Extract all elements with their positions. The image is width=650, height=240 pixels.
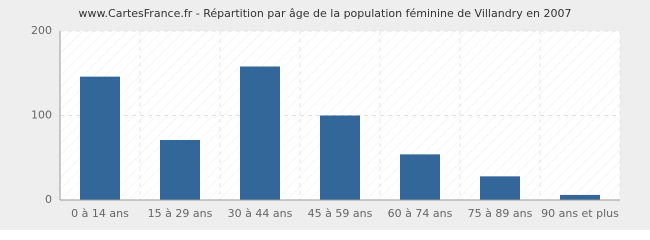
y-tick-label: 200 xyxy=(31,24,52,37)
bar xyxy=(560,194,600,200)
bar xyxy=(160,140,200,200)
y-tick-label: 0 xyxy=(45,193,52,206)
page: www.CartesFrance.fr - Répartition par âg… xyxy=(0,0,650,230)
chart-title: www.CartesFrance.fr - Répartition par âg… xyxy=(79,7,572,20)
bar xyxy=(240,66,280,201)
x-tick-label: 0 à 14 ans xyxy=(71,207,129,220)
x-tick-label: 90 ans et plus xyxy=(541,207,619,220)
bar xyxy=(400,154,440,200)
bar xyxy=(80,76,120,200)
x-tick-label: 15 à 29 ans xyxy=(148,207,213,220)
x-tick-label: 30 à 44 ans xyxy=(228,207,293,220)
x-tick-label: 60 à 74 ans xyxy=(388,207,453,220)
y-tick-label: 100 xyxy=(31,109,52,122)
bar xyxy=(480,176,520,200)
x-tick-label: 45 à 59 ans xyxy=(308,207,373,220)
bar xyxy=(320,115,360,200)
chart: www.CartesFrance.fr - Répartition par âg… xyxy=(0,0,650,230)
x-tick-label: 75 à 89 ans xyxy=(468,207,533,220)
